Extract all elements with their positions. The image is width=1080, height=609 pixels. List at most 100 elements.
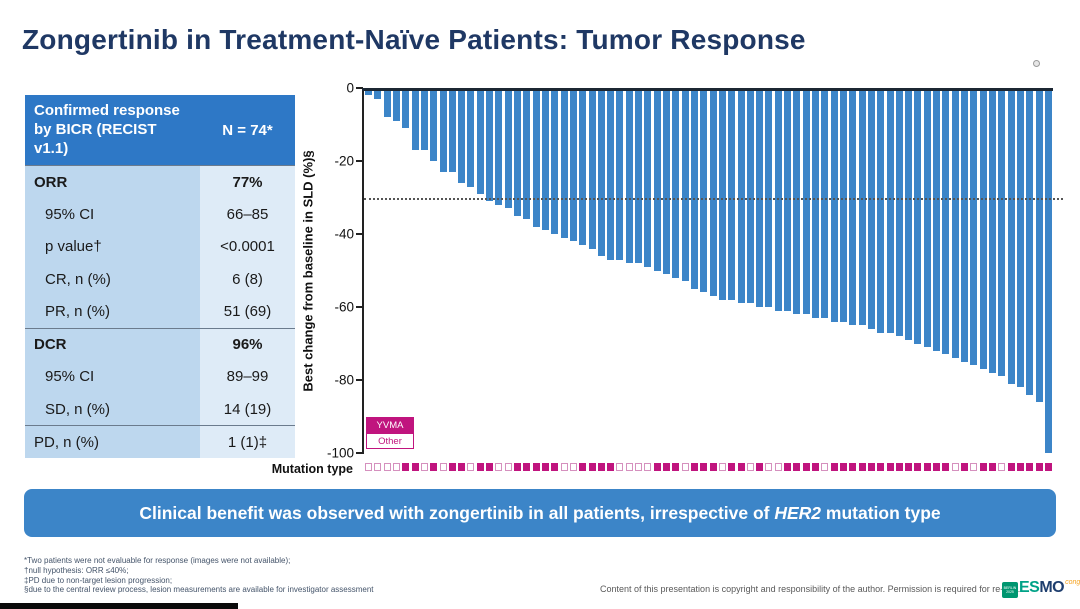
table-row-label: CR, n (%) (25, 262, 200, 296)
y-tick-label: 0 (346, 80, 354, 96)
response-table-header: Confirmed response by BICR (RECIST v1.1)… (25, 95, 295, 166)
esmo-congress-logo: BERLIN 2025 ESMO congress (1002, 579, 1080, 598)
mutation-square-other (374, 463, 382, 471)
y-tick-label: -60 (334, 299, 354, 315)
mutation-square-yvma (402, 463, 410, 471)
waterfall-bar (998, 88, 1006, 377)
waterfall-bar (560, 88, 568, 238)
mutation-square-yvma (709, 463, 717, 471)
table-row: PD, n (%) 1 (1)‡ (25, 425, 295, 458)
mutation-square-yvma (1044, 463, 1052, 471)
waterfall-bar (690, 88, 698, 289)
page-title: Zongertinib in Treatment-Naïve Patients:… (22, 24, 806, 55)
waterfall-bar (523, 88, 531, 220)
mutation-square-other (681, 463, 689, 471)
waterfall-bar (988, 88, 996, 373)
waterfall-bar (672, 88, 680, 278)
waterfall-bar (514, 88, 521, 216)
mutation-square-yvma (476, 463, 484, 471)
mutation-square-yvma (523, 463, 531, 471)
waterfall-bar (383, 88, 391, 118)
footnotes: *Two patients were not evaluable for res… (24, 556, 374, 595)
y-tick-mark (356, 306, 363, 308)
y-axis-line (362, 88, 364, 454)
waterfall-bar (886, 88, 894, 333)
waterfall-bars (365, 88, 1052, 453)
waterfall-bar (877, 88, 885, 333)
banner-text: Clinical benefit was observed with zonge… (139, 502, 941, 523)
mutation-square-other (774, 463, 782, 471)
waterfall-bar (551, 88, 559, 234)
mutation-square-yvma (663, 463, 670, 471)
table-row: CR, n (%) 6 (8) (25, 262, 295, 296)
waterfall-bar (532, 88, 540, 227)
mutation-square-yvma (961, 463, 968, 471)
table-row-label: p value† (25, 230, 200, 263)
waterfall-bar (970, 88, 978, 366)
waterfall-bar (849, 88, 857, 326)
table-row: 95% CI 66–85 (25, 197, 295, 231)
mutation-square-yvma (756, 463, 764, 471)
mutation-square-yvma (607, 463, 615, 471)
mutation-square-yvma (830, 463, 838, 471)
waterfall-bar (961, 88, 968, 362)
mutation-square-yvma (979, 463, 987, 471)
waterfall-bar (588, 88, 596, 249)
y-tick-label: -40 (334, 226, 354, 242)
banner-gene-italic: HER2 (774, 502, 822, 523)
mutation-square-yvma (942, 463, 950, 471)
waterfall-bar (821, 88, 829, 318)
chart-legend: YVMA Other (366, 417, 414, 449)
mutation-square-yvma (867, 463, 875, 471)
waterfall-bar (579, 88, 587, 245)
table-row-label: PR, n (%) (25, 295, 200, 328)
table-row: ORR 77% (25, 165, 295, 198)
waterfall-plot: YVMA Other (362, 88, 1063, 453)
mutation-type-label: Mutation type (271, 462, 353, 476)
mutation-square-other (616, 463, 624, 471)
esmo-congress-text: congress (1065, 579, 1080, 586)
footnote-line: †null hypothesis: ORR ≤40%; (24, 565, 129, 575)
footnote-line: *Two patients were not evaluable for res… (24, 556, 291, 565)
footnote-line: §due to the central review process, lesi… (24, 585, 374, 595)
waterfall-bar (607, 88, 615, 260)
table-row: SD, n (%) 14 (19) (25, 392, 295, 426)
response-threshold-line (364, 197, 1063, 200)
waterfall-bar (439, 88, 447, 172)
mutation-square-other (383, 463, 391, 471)
waterfall-bar (858, 88, 866, 326)
conclusion-banner: Clinical benefit was observed with zonge… (24, 489, 1056, 537)
legend-item-yvma: YVMA (366, 417, 414, 433)
mutation-square-other (625, 463, 633, 471)
mutation-square-other (504, 463, 512, 471)
waterfall-bar (951, 88, 959, 359)
mutation-square-yvma (793, 463, 801, 471)
waterfall-bar (830, 88, 838, 322)
table-row-value: 14 (19) (200, 392, 295, 426)
waterfall-bar (839, 88, 847, 322)
waterfall-bar (737, 88, 745, 304)
waterfall-bar (1026, 88, 1034, 395)
waterfall-bar (895, 88, 903, 337)
waterfall-bar (420, 88, 428, 151)
mutation-square-yvma (1007, 463, 1015, 471)
waterfall-bar (709, 88, 717, 297)
waterfall-bar (933, 88, 941, 351)
waterfall-bar (700, 88, 708, 293)
waterfall-bar (867, 88, 875, 329)
waterfall-bar (541, 88, 549, 231)
waterfall-bar (914, 88, 922, 344)
waterfall-bar (504, 88, 512, 209)
y-tick-mark (356, 160, 363, 162)
waterfall-bar (663, 88, 670, 275)
waterfall-bar (1044, 88, 1052, 453)
mutation-square-yvma (672, 463, 680, 471)
esmo-berlin-badge: BERLIN 2025 (1002, 582, 1018, 598)
waterfall-bar (802, 88, 810, 315)
mutation-square-yvma (914, 463, 922, 471)
waterfall-bar (430, 88, 438, 161)
bottom-black-strip (0, 603, 238, 609)
mutation-square-other (560, 463, 568, 471)
mutation-square-other (765, 463, 773, 471)
